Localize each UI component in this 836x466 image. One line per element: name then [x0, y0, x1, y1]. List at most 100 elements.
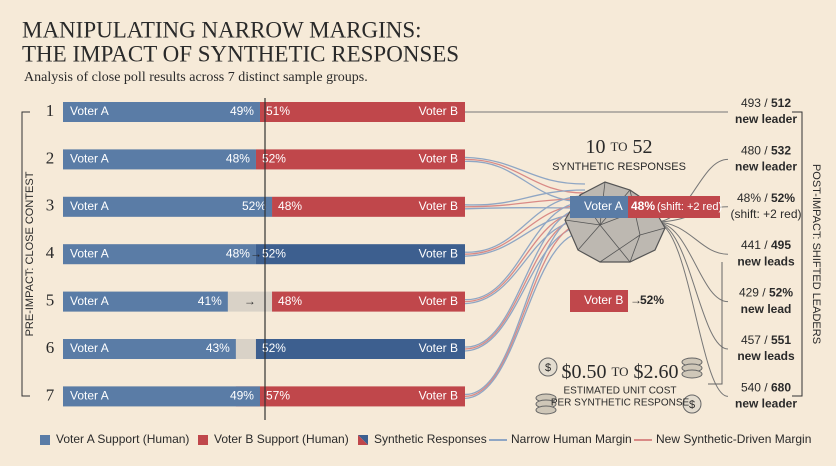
result-total: 512: [771, 96, 791, 110]
b-name: Voter B: [419, 152, 458, 166]
legend-label: New Synthetic-Driven Margin: [656, 432, 811, 446]
a-value: 43%: [206, 341, 230, 355]
link: [464, 158, 586, 194]
result-total: 551: [771, 333, 791, 347]
link: [464, 204, 586, 255]
result-count: 493 /: [741, 96, 768, 110]
bar-b: [255, 244, 465, 265]
title-line: THE IMPACT OF SYNTHETIC RESPONSES: [22, 41, 459, 66]
row-number: 1: [46, 101, 55, 120]
link: [464, 160, 586, 203]
b-value: 57%: [266, 389, 290, 403]
cost-range: $0.50 TO $2.60: [561, 361, 678, 383]
link: [654, 221, 729, 255]
bar-a: [63, 102, 260, 122]
legend-swatch: [40, 435, 50, 445]
result-total: 495: [771, 238, 791, 252]
result-note: new leads: [737, 349, 795, 363]
b-name: Voter B: [419, 341, 458, 355]
shift-mark: →: [250, 246, 262, 260]
shift-mark: →: [244, 294, 256, 308]
b-value: 52%: [262, 152, 286, 166]
box-b-value: 52%: [640, 293, 664, 307]
coins: [535, 357, 703, 415]
result-note: new leader: [735, 160, 797, 174]
range-low: 10: [585, 136, 605, 158]
result-count: 480 /: [741, 144, 768, 158]
legend-label: Synthetic Responses: [374, 432, 487, 446]
a-name: Voter A: [70, 104, 109, 118]
result-count: 540 /: [741, 381, 768, 395]
range-sep: TO: [610, 139, 627, 154]
cost-caption: ESTIMATED UNIT COST: [564, 386, 677, 397]
link: [654, 158, 729, 223]
legend-swatch: [198, 435, 208, 445]
coin-symbol: $: [545, 362, 551, 374]
result: 480 / 532: [741, 144, 791, 158]
cost-low: $0.50: [561, 361, 606, 383]
link: [654, 221, 729, 303]
a-name: Voter A: [70, 389, 109, 403]
link: [464, 201, 586, 301]
bar-a: [63, 386, 260, 407]
post-bracket: [792, 111, 803, 397]
row-number: 2: [46, 148, 55, 167]
link: [654, 221, 729, 350]
result-total: 680: [771, 381, 791, 395]
a-name: Voter A: [70, 246, 109, 260]
box-a: [570, 196, 628, 218]
cost-link: [708, 262, 723, 385]
pre-bracket: [21, 111, 30, 397]
a-value: 48%: [226, 152, 250, 166]
synthetic-caption: SYNTHETIC RESPONSES: [552, 161, 686, 173]
b-value: 48%: [278, 294, 302, 308]
result: 493 / 512: [741, 96, 791, 110]
result: 457 / 551: [741, 333, 791, 347]
b-value: 51%: [266, 104, 290, 118]
link: [464, 222, 586, 398]
b-name: Voter B: [419, 389, 458, 403]
result: 441 / 495: [741, 238, 791, 252]
link: [464, 207, 586, 348]
subtitle: Analysis of close poll results across 7 …: [24, 70, 368, 85]
result-total: 532: [771, 144, 791, 158]
legend-label: Voter A Support (Human): [56, 432, 189, 446]
link: [464, 206, 586, 210]
row-number: 4: [46, 243, 55, 262]
pre-label: PRE-IMPACT: CLOSE CONTEST: [24, 171, 36, 336]
bar-b: [272, 291, 465, 312]
row-number: 6: [46, 338, 55, 357]
link: [464, 195, 586, 253]
link: [464, 189, 586, 206]
bar-a: [63, 196, 273, 217]
row-number: 5: [46, 291, 55, 310]
cost-sep: TO: [611, 364, 628, 379]
row-number: 7: [46, 385, 55, 404]
rows: 1 Voter A 49% 51% Voter B 493 / 512 new leader…: [46, 96, 802, 410]
bar-b: [272, 196, 465, 217]
box-b: [570, 290, 628, 312]
b-value: 48%: [278, 199, 302, 213]
cost-high: $2.60: [634, 361, 679, 383]
box-a-name: Voter A: [584, 199, 623, 213]
legend: Voter A Support (Human) Voter B Support (…: [40, 432, 811, 446]
result-note: new leads: [737, 254, 795, 268]
post-label: POST-IMPACT: SHIFTED LEADERS: [810, 164, 822, 344]
link: [464, 198, 586, 208]
bar-b: [235, 386, 465, 407]
result: 48% / 52%: [737, 191, 795, 205]
title-line: MANIPULATING NARROW MARGINS:: [22, 17, 422, 42]
bar-a: [63, 244, 256, 265]
result-note: new leader: [735, 397, 797, 411]
row-number: 3: [46, 196, 55, 215]
b-name: Voter B: [419, 104, 458, 118]
b-value: 52%: [262, 246, 286, 260]
a-name: Voter A: [70, 199, 109, 213]
bar-b: [255, 339, 465, 359]
result-note: (shift: +2 red): [730, 207, 801, 221]
a-name: Voter A: [70, 341, 109, 355]
result-count: 429 /: [739, 286, 766, 300]
a-value: 52%: [242, 199, 266, 213]
box-a-shift: [628, 196, 720, 218]
